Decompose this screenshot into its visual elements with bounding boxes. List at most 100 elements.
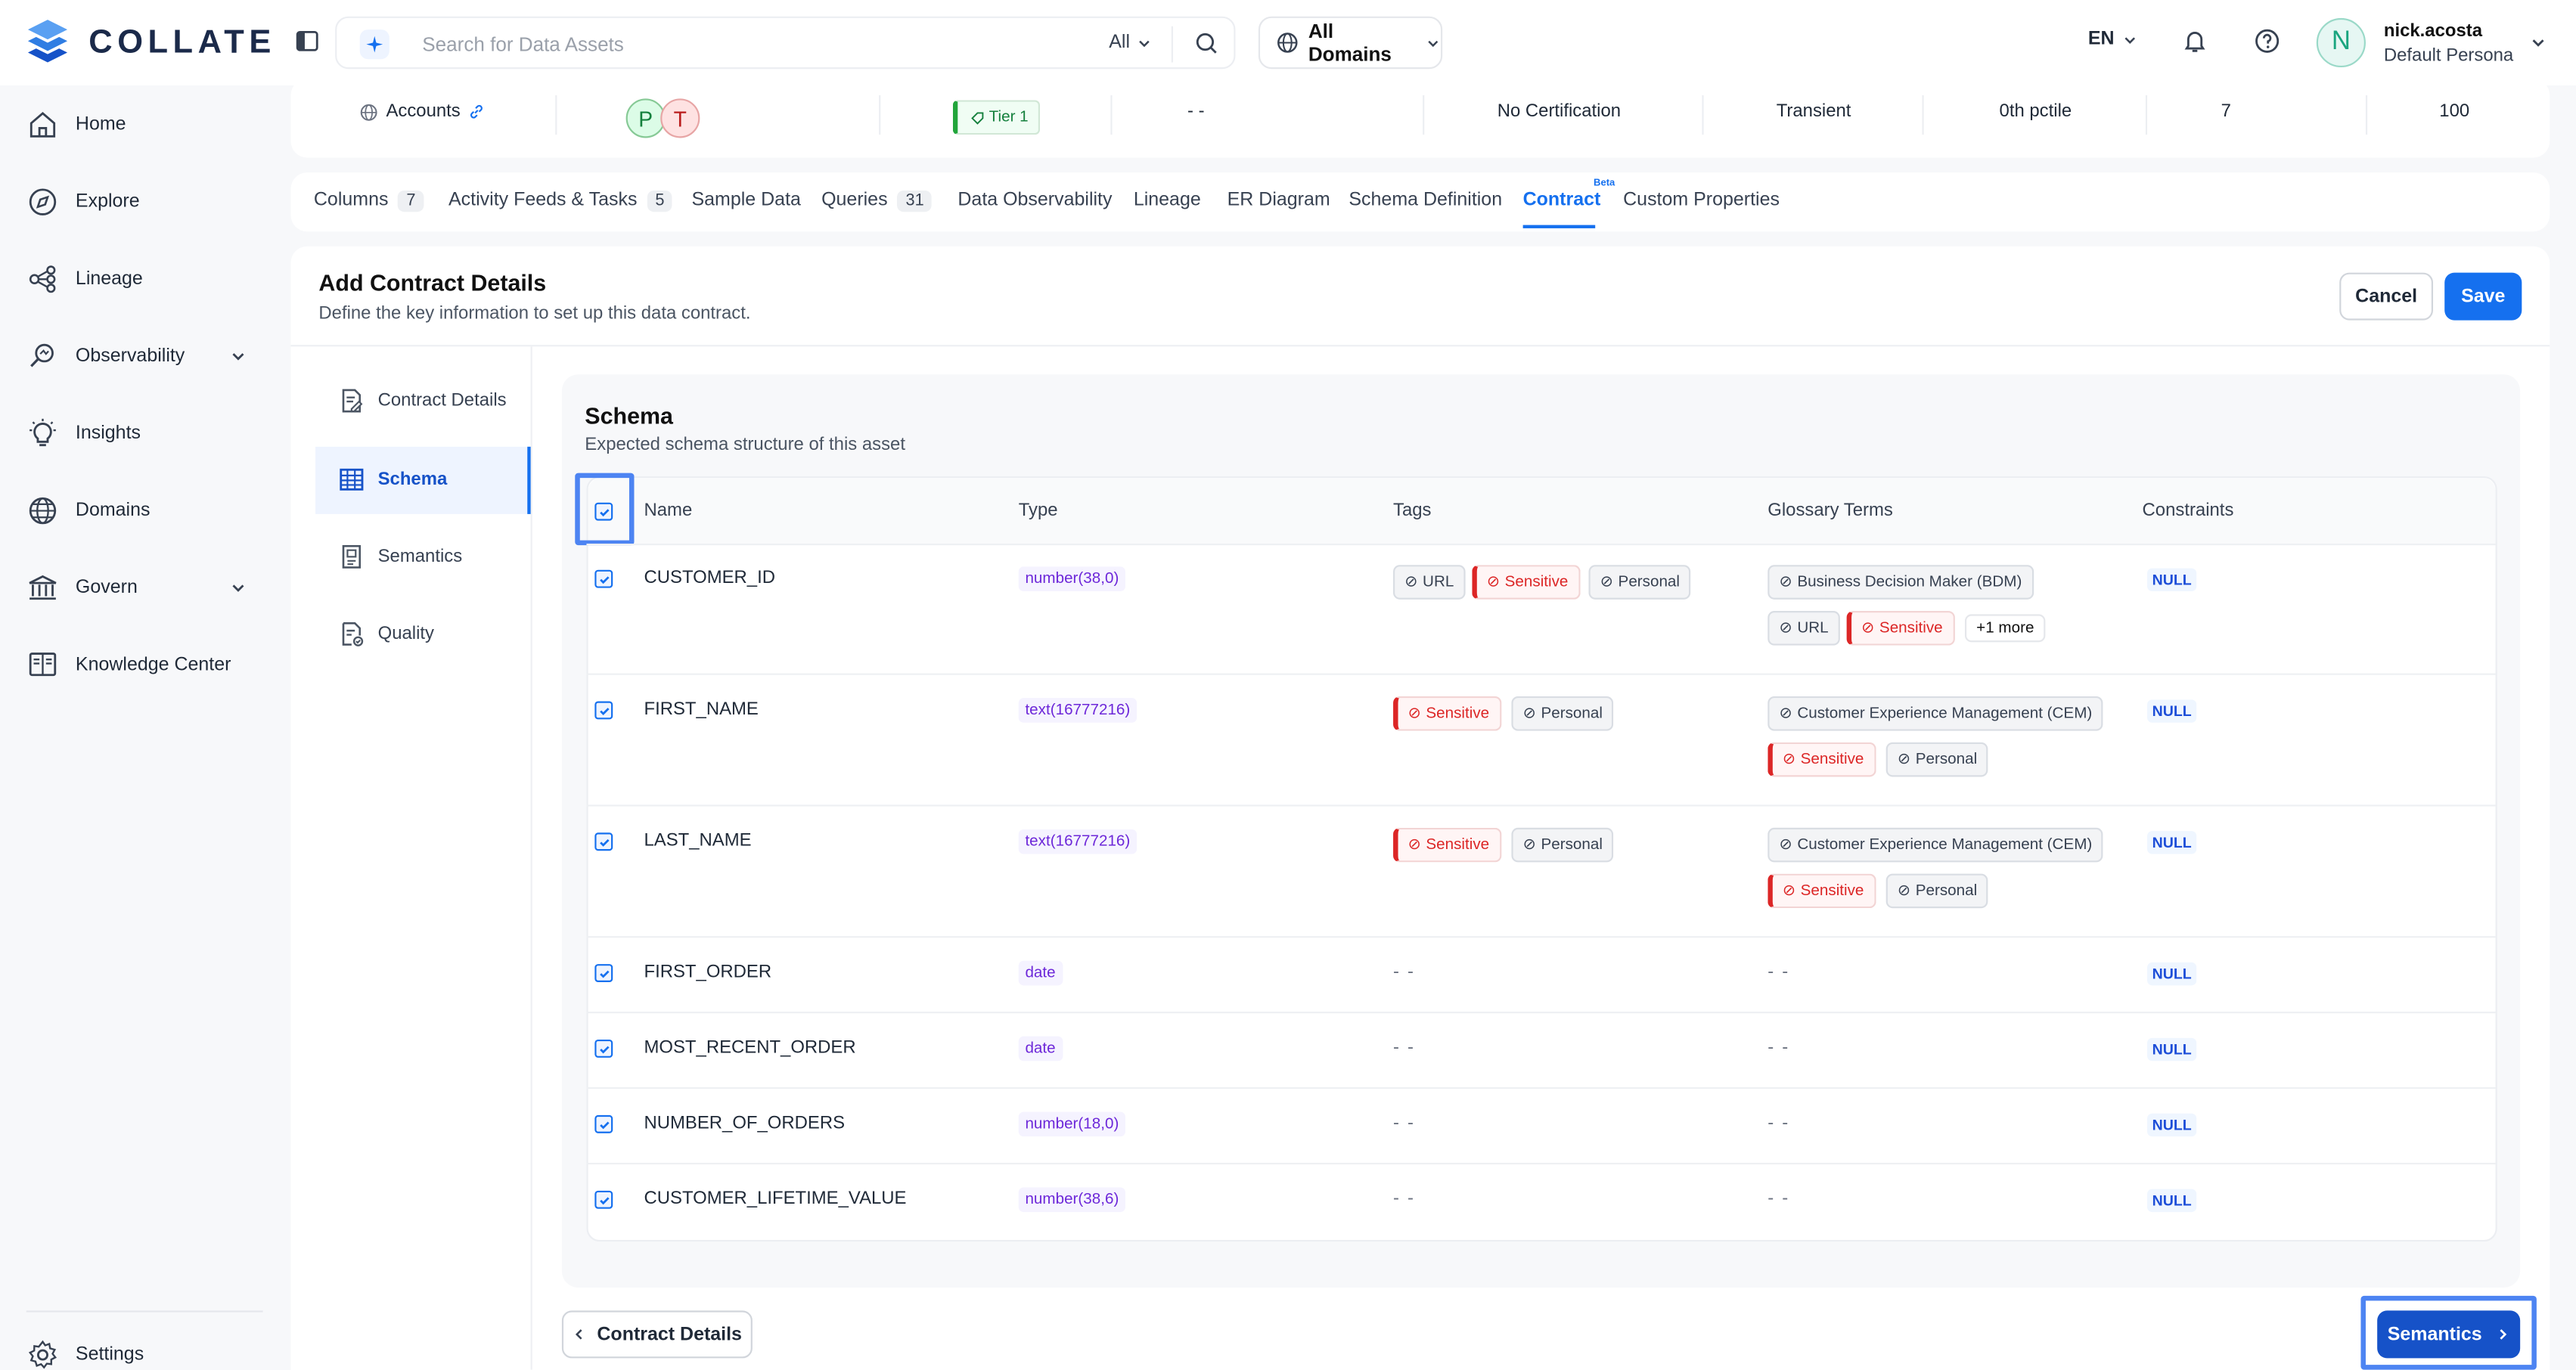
tag-chip[interactable]: ⊘ URL xyxy=(1393,565,1466,600)
search-bar[interactable]: Search for Data Assets All xyxy=(335,16,1236,70)
chevron-down-icon[interactable] xyxy=(2530,35,2547,51)
sidebar-item-observability[interactable]: Observability xyxy=(26,336,256,376)
certification-value: No Certification xyxy=(1497,101,1622,122)
tag-chip[interactable]: ⊘ Personal xyxy=(1885,742,1989,777)
sidebar-item-settings[interactable]: Settings xyxy=(26,1335,144,1370)
avatar[interactable]: N xyxy=(2316,17,2366,68)
row-checkbox[interactable] xyxy=(594,1190,613,1209)
glossary-empty: - - xyxy=(1768,1113,1790,1133)
tag-chip[interactable]: ⊘ Personal xyxy=(1588,565,1692,600)
glossary-chip[interactable]: ⊘ Business Decision Maker (BDM) xyxy=(1768,565,2034,600)
column-name: MOST_RECENT_ORDER xyxy=(644,1037,856,1058)
tag-chip[interactable]: ⊘ Personal xyxy=(1885,873,1989,909)
tag-chip[interactable]: ⊘ Personal xyxy=(1511,827,1615,863)
tag-chip[interactable]: ⊘ Sensitive xyxy=(1846,611,1954,646)
more-tags-button[interactable]: +1 more xyxy=(1964,614,2046,643)
data-type-badge: text(16777216) xyxy=(1018,698,1137,723)
language-selector[interactable]: EN xyxy=(2088,29,2137,49)
cancel-button[interactable]: Cancel xyxy=(2339,272,2434,321)
active-tab-indicator xyxy=(1522,225,1596,228)
owner-avatar[interactable]: T xyxy=(660,98,700,138)
step-contract-details[interactable]: Contract Details xyxy=(338,388,507,414)
tab-schema-definition[interactable]: Schema Definition xyxy=(1349,191,1502,210)
tab-sample-data[interactable]: Sample Data xyxy=(691,191,800,210)
glossary-icon: ⊘ xyxy=(1779,573,1792,591)
glossary-chip[interactable]: ⊘ Customer Experience Management (CEM) xyxy=(1768,827,2104,863)
column-header-glossary-terms[interactable]: Glossary Terms xyxy=(1768,501,1893,521)
app-logo[interactable]: COLLATE xyxy=(23,18,275,67)
constraint-badge: NULL xyxy=(2147,1113,2197,1137)
divider xyxy=(1423,95,1425,135)
tab-er-diagram[interactable]: ER Diagram xyxy=(1227,191,1330,210)
search-input[interactable]: Search for Data Assets xyxy=(422,33,624,56)
help-icon[interactable] xyxy=(2254,28,2280,54)
tab-activity-feeds[interactable]: Activity Feeds & Tasks 5 xyxy=(448,190,673,212)
owner-avatar[interactable]: P xyxy=(625,98,666,138)
row-checkbox[interactable] xyxy=(594,701,613,720)
sidebar-item-domains[interactable]: Domains xyxy=(26,491,151,530)
sidebar-item-label: Home xyxy=(75,115,126,135)
divider xyxy=(555,95,557,135)
tag-chip[interactable]: ⊘ URL xyxy=(1768,611,1840,646)
column-header-tags[interactable]: Tags xyxy=(1393,501,1432,521)
back-button[interactable]: Contract Details xyxy=(561,1310,753,1359)
quality-icon xyxy=(342,622,364,646)
sidebar-item-govern[interactable]: Govern xyxy=(26,569,256,608)
tab-queries[interactable]: Queries 31 xyxy=(821,190,933,212)
chevron-down-icon xyxy=(232,584,244,592)
tag-chip[interactable]: ⊘ Personal xyxy=(1511,696,1615,731)
sidebar-item-explore[interactable]: Explore xyxy=(26,182,140,222)
user-info[interactable]: nick.acosta Default Persona xyxy=(2384,20,2513,69)
search-icon[interactable] xyxy=(1194,31,1219,56)
tier-badge[interactable]: Tier 1 xyxy=(952,100,1040,135)
schema-title: Schema xyxy=(585,402,673,429)
chevron-down-icon xyxy=(1429,39,1439,46)
tab-data-observability[interactable]: Data Observability xyxy=(957,191,1112,210)
constraint-badge: NULL xyxy=(2147,831,2197,854)
row-checkbox[interactable] xyxy=(594,1114,613,1133)
column-header-type[interactable]: Type xyxy=(1018,501,1058,521)
row-checkbox[interactable] xyxy=(594,964,613,982)
tag-chip[interactable]: ⊘ Sensitive xyxy=(1393,827,1501,863)
tag-chip[interactable]: ⊘ Sensitive xyxy=(1768,742,1876,777)
glossary-chip[interactable]: ⊘ Customer Experience Management (CEM) xyxy=(1768,696,2104,731)
table-header xyxy=(588,478,2496,544)
asset-value: - - xyxy=(1187,101,1205,122)
tab-custom-properties[interactable]: Custom Properties xyxy=(1623,191,1780,210)
row-count-value: 100 xyxy=(2439,101,2470,122)
step-quality[interactable]: Quality xyxy=(338,621,434,647)
sidebar-item-knowledge-center[interactable]: Knowledge Center xyxy=(26,646,231,685)
tag-chip[interactable]: ⊘ Sensitive xyxy=(1768,873,1876,909)
row-checkbox[interactable] xyxy=(594,569,613,588)
sidebar-item-insights[interactable]: Insights xyxy=(26,414,141,453)
sidebar-toggle-icon[interactable] xyxy=(296,29,318,52)
bell-icon[interactable] xyxy=(2182,28,2208,54)
row-checkbox[interactable] xyxy=(594,1040,613,1058)
select-all-checkbox[interactable] xyxy=(594,502,613,521)
tab-columns[interactable]: Columns 7 xyxy=(314,190,424,212)
column-header-name[interactable]: Name xyxy=(644,501,693,521)
next-button[interactable]: Semantics xyxy=(2377,1310,2521,1359)
link-icon[interactable] xyxy=(469,104,486,120)
next-button-label: Semantics xyxy=(2387,1324,2482,1344)
column-header-constraints[interactable]: Constraints xyxy=(2142,501,2234,521)
tag-label: Personal xyxy=(1541,704,1603,723)
save-button[interactable]: Save xyxy=(2444,272,2522,321)
domain-selector[interactable]: All Domains xyxy=(1258,16,1443,70)
ai-sparkle-icon[interactable] xyxy=(359,29,390,60)
tag-chip[interactable]: ⊘ Sensitive xyxy=(1472,565,1580,600)
asset-domain[interactable]: Accounts xyxy=(360,102,486,122)
step-semantics[interactable]: Semantics xyxy=(338,544,462,570)
tab-lineage[interactable]: Lineage xyxy=(1134,191,1201,210)
search-filter-dropdown[interactable]: All xyxy=(1109,33,1151,53)
tag-label: Personal xyxy=(1915,882,1978,900)
row-checkbox[interactable] xyxy=(594,832,613,851)
sidebar-item-lineage[interactable]: Lineage xyxy=(26,259,143,299)
tab-contract[interactable]: Contract xyxy=(1523,191,1601,210)
step-label: Quality xyxy=(377,624,435,644)
tag-chip[interactable]: ⊘ Sensitive xyxy=(1393,696,1501,731)
step-schema-content[interactable]: Schema xyxy=(338,466,447,493)
sidebar-item-home[interactable]: Home xyxy=(26,105,126,144)
sidebar: Home Explore Lineage Observability Insig… xyxy=(0,85,290,1370)
user-persona: Default Persona xyxy=(2383,45,2514,66)
